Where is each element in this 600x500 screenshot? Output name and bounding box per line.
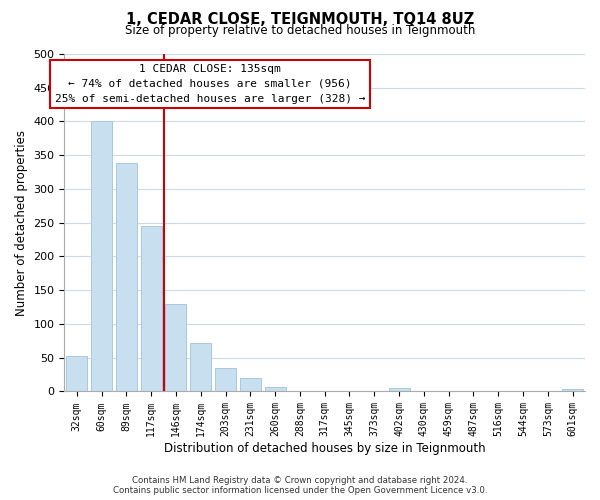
- Bar: [140, 226, 162, 392]
- Text: Contains HM Land Registry data © Crown copyright and database right 2024.
Contai: Contains HM Land Registry data © Crown c…: [113, 476, 487, 495]
- Bar: [215, 368, 236, 392]
- Bar: [166, 304, 187, 392]
- Bar: [91, 122, 112, 392]
- Bar: [562, 390, 583, 392]
- Y-axis label: Number of detached properties: Number of detached properties: [15, 130, 28, 316]
- Bar: [389, 388, 410, 392]
- Bar: [66, 356, 88, 392]
- Bar: [265, 388, 286, 392]
- Bar: [190, 343, 211, 392]
- Text: Size of property relative to detached houses in Teignmouth: Size of property relative to detached ho…: [125, 24, 475, 37]
- Bar: [116, 164, 137, 392]
- X-axis label: Distribution of detached houses by size in Teignmouth: Distribution of detached houses by size …: [164, 442, 485, 455]
- Bar: [240, 378, 261, 392]
- Text: 1, CEDAR CLOSE, TEIGNMOUTH, TQ14 8UZ: 1, CEDAR CLOSE, TEIGNMOUTH, TQ14 8UZ: [126, 12, 474, 28]
- Text: 1 CEDAR CLOSE: 135sqm
← 74% of detached houses are smaller (956)
25% of semi-det: 1 CEDAR CLOSE: 135sqm ← 74% of detached …: [55, 64, 365, 104]
